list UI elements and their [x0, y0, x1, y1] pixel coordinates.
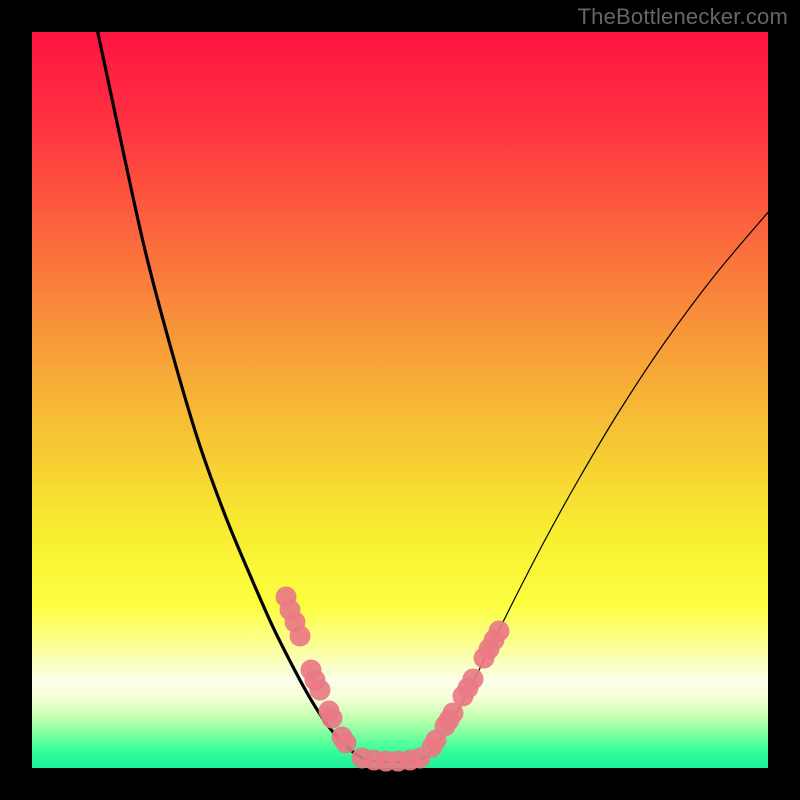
watermark-text: TheBottlenecker.com — [578, 4, 788, 30]
marker-right — [489, 621, 510, 642]
marker-right — [463, 669, 484, 690]
marker-left — [336, 733, 357, 754]
marker-left — [290, 626, 311, 647]
marker-left — [322, 708, 343, 729]
marker-left — [310, 680, 331, 701]
plot-area — [32, 32, 768, 768]
chart-svg — [0, 0, 800, 800]
